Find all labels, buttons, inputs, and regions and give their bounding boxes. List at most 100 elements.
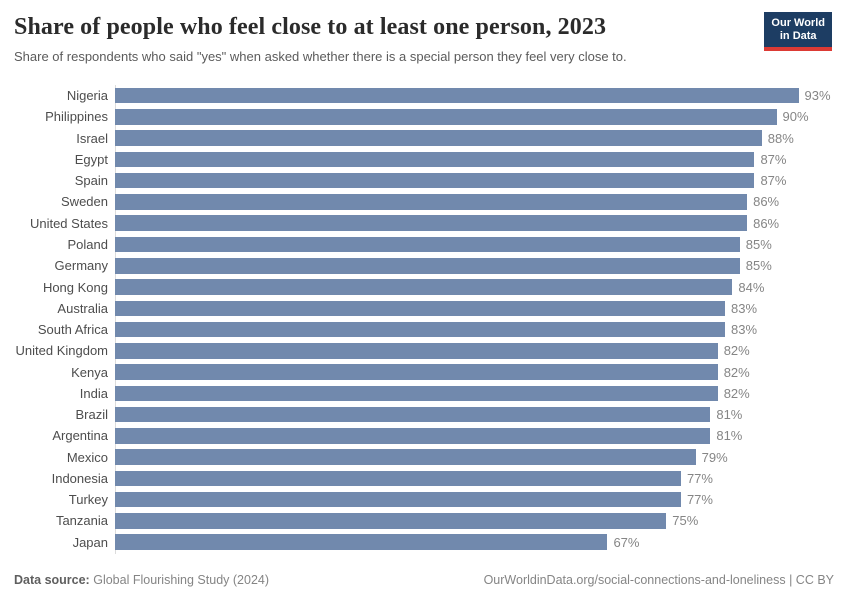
- plot-area: 67%: [115, 532, 850, 553]
- value-label: 79%: [701, 449, 728, 465]
- plot-area: 82%: [115, 340, 850, 361]
- country-label: Turkey: [68, 492, 108, 508]
- plot-area: 87%: [115, 149, 850, 170]
- country-label: India: [79, 385, 108, 401]
- bar[interactable]: [115, 449, 696, 465]
- bar[interactable]: [115, 321, 726, 338]
- y-axis-line: [115, 85, 116, 554]
- data-source-label: Data source:: [14, 573, 90, 587]
- bar-row: Tanzania 75%: [0, 510, 850, 531]
- country-label: Australia: [57, 300, 108, 316]
- bar[interactable]: [115, 300, 726, 317]
- bar-row: Egypt 87%: [0, 149, 850, 170]
- bar-rows: Nigeria 93% Philippines 90% Israel 88% Egypt 87…: [0, 85, 850, 553]
- bar[interactable]: [115, 385, 718, 402]
- country-label: South Africa: [37, 322, 108, 338]
- plot-area: 87%: [115, 170, 850, 191]
- chart-header: Share of people who feel close to at lea…: [14, 14, 750, 64]
- plot-area: 93%: [115, 85, 850, 106]
- bar[interactable]: [115, 194, 748, 210]
- country-label: Argentina: [52, 428, 108, 444]
- bar[interactable]: [115, 87, 799, 104]
- bar-row: Spain 87%: [0, 170, 850, 191]
- bar[interactable]: [115, 343, 718, 359]
- footer-right: OurWorldinData.org/social-connections-an…: [484, 573, 834, 587]
- bar-row: Germany 85%: [0, 255, 850, 276]
- bar-row: Japan 67%: [0, 532, 850, 553]
- bar[interactable]: [115, 406, 711, 423]
- value-label: 86%: [753, 215, 780, 231]
- footer-url-link[interactable]: OurWorldinData.org/social-connections-an…: [483, 573, 786, 587]
- country-label: Japan: [72, 534, 108, 550]
- license-badge: | CC BY: [789, 573, 834, 587]
- owid-logo[interactable]: Our World in Data: [764, 12, 832, 52]
- country-label: Philippines: [45, 109, 108, 125]
- bar-row: Argentina 81%: [0, 425, 850, 446]
- plot-area: 81%: [115, 425, 850, 446]
- plot-area: 90%: [115, 106, 850, 127]
- value-label: 83%: [731, 300, 758, 316]
- bar-row: Brazil 81%: [0, 404, 850, 425]
- value-label: 77%: [686, 470, 713, 486]
- value-label: 85%: [745, 258, 772, 274]
- plot-area: 83%: [115, 319, 850, 340]
- country-label: United States: [29, 215, 108, 231]
- bar-row: Indonesia 77%: [0, 468, 850, 489]
- plot-area: 81%: [115, 404, 850, 425]
- country-label: United Kingdom: [15, 343, 109, 359]
- bar[interactable]: [115, 491, 681, 508]
- chart-subtitle: Share of respondents who said "yes" when…: [14, 49, 627, 64]
- country-label: Poland: [67, 236, 108, 252]
- bar-row: Poland 85%: [0, 234, 850, 255]
- bar-row: Philippines 90%: [0, 106, 850, 127]
- value-label: 88%: [767, 130, 794, 146]
- plot-area: 86%: [115, 213, 850, 234]
- plot-area: 88%: [115, 128, 850, 149]
- value-label: 81%: [716, 428, 743, 444]
- plot-area: 85%: [115, 234, 850, 255]
- bar[interactable]: [115, 109, 777, 125]
- country-label: Tanzania: [55, 513, 108, 529]
- bar[interactable]: [115, 172, 755, 189]
- plot-area: 79%: [115, 447, 850, 468]
- country-label: Brazil: [75, 407, 108, 423]
- bar-chart: Nigeria 93% Philippines 90% Israel 88% Egypt 87…: [0, 85, 850, 554]
- bar-row: Mexico 79%: [0, 447, 850, 468]
- bar[interactable]: [115, 428, 711, 444]
- country-label: Kenya: [71, 364, 108, 380]
- value-label: 77%: [686, 492, 713, 508]
- bar[interactable]: [115, 151, 755, 168]
- bar-row: Israel 88%: [0, 128, 850, 149]
- bar[interactable]: [115, 534, 608, 550]
- value-label: 82%: [723, 385, 750, 401]
- bar[interactable]: [115, 364, 718, 380]
- plot-area: 83%: [115, 298, 850, 319]
- bar-row: Kenya 82%: [0, 361, 850, 382]
- bar-row: India 82%: [0, 383, 850, 404]
- plot-area: 86%: [115, 191, 850, 212]
- plot-area: 82%: [115, 361, 850, 382]
- plot-area: 75%: [115, 510, 850, 531]
- data-source-value: Global Flourishing Study (2024): [93, 573, 270, 587]
- plot-area: 85%: [115, 255, 850, 276]
- value-label: 86%: [753, 194, 780, 210]
- country-label: Sweden: [61, 194, 108, 210]
- bar-row: Turkey 77%: [0, 489, 850, 510]
- country-label: Germany: [54, 258, 108, 274]
- bar[interactable]: [115, 236, 740, 253]
- bar[interactable]: [115, 470, 681, 487]
- bar[interactable]: [115, 215, 748, 231]
- bar[interactable]: [115, 130, 762, 146]
- bar-row: Nigeria 93%: [0, 85, 850, 106]
- value-label: 75%: [672, 513, 699, 529]
- country-label: Mexico: [66, 449, 108, 465]
- bar[interactable]: [115, 258, 740, 274]
- value-label: 87%: [760, 173, 787, 189]
- country-label: Spain: [74, 173, 108, 189]
- value-label: 93%: [804, 88, 831, 104]
- bar[interactable]: [115, 513, 667, 529]
- bar[interactable]: [115, 279, 733, 295]
- country-label: Indonesia: [51, 470, 108, 486]
- bar-row: South Africa 83%: [0, 319, 850, 340]
- country-label: Egypt: [74, 151, 108, 167]
